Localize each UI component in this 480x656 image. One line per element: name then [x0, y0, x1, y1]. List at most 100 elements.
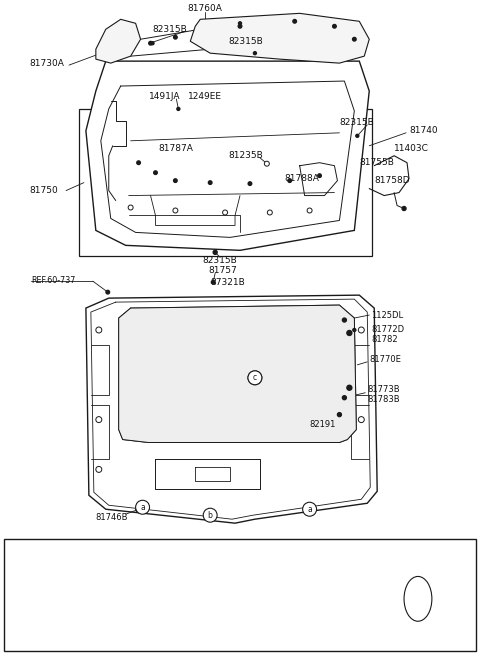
Circle shape [214, 251, 216, 254]
Text: 1125AD: 1125AD [19, 571, 47, 577]
Circle shape [279, 606, 285, 612]
Circle shape [176, 605, 179, 608]
Text: b: b [208, 511, 213, 520]
Circle shape [136, 501, 150, 514]
Polygon shape [96, 19, 141, 63]
Text: 81297: 81297 [382, 544, 410, 554]
Circle shape [201, 598, 207, 604]
Text: 1125DA: 1125DA [210, 596, 238, 602]
Text: 81782: 81782 [371, 335, 398, 344]
Circle shape [7, 542, 21, 556]
Text: 81758D: 81758D [374, 176, 410, 185]
Circle shape [353, 329, 356, 331]
Circle shape [347, 385, 352, 390]
Circle shape [172, 614, 182, 624]
Text: 81740: 81740 [409, 127, 438, 135]
Text: 81783B: 81783B [367, 395, 400, 404]
Circle shape [248, 182, 252, 186]
Polygon shape [86, 61, 369, 251]
Text: 1249EE: 1249EE [188, 92, 222, 102]
Circle shape [347, 331, 352, 335]
Circle shape [302, 502, 316, 516]
Circle shape [333, 24, 336, 28]
Circle shape [267, 210, 272, 215]
Text: 82191: 82191 [310, 420, 336, 429]
Text: 81788A: 81788A [285, 174, 320, 183]
Circle shape [36, 584, 43, 591]
Text: a: a [140, 502, 145, 512]
Circle shape [223, 210, 228, 215]
Text: 81230A: 81230A [131, 558, 158, 564]
Circle shape [337, 413, 341, 417]
Text: 11403C: 11403C [394, 144, 429, 154]
Circle shape [342, 318, 347, 322]
Circle shape [211, 280, 215, 284]
Circle shape [174, 179, 177, 182]
Circle shape [358, 327, 364, 333]
Text: 1491JA: 1491JA [148, 92, 180, 102]
Circle shape [302, 562, 309, 569]
Circle shape [40, 613, 47, 621]
Text: c: c [253, 373, 257, 382]
Text: 81755B: 81755B [360, 158, 394, 167]
Circle shape [96, 466, 102, 472]
Circle shape [208, 181, 212, 184]
Circle shape [151, 42, 154, 45]
Text: 81770E: 81770E [369, 356, 401, 364]
Circle shape [238, 24, 242, 28]
Circle shape [356, 134, 359, 137]
Circle shape [136, 506, 142, 512]
Text: 81750: 81750 [29, 186, 58, 195]
Text: 81773B: 81773B [367, 385, 400, 394]
Text: 82315B: 82315B [339, 118, 374, 127]
Text: 87321B: 87321B [210, 277, 245, 287]
Circle shape [402, 207, 406, 211]
Circle shape [213, 251, 217, 255]
Text: 1125AD: 1125AD [39, 601, 67, 607]
Circle shape [149, 41, 152, 45]
Circle shape [307, 208, 312, 213]
Polygon shape [190, 13, 369, 63]
Text: c: c [252, 544, 256, 554]
Text: 81787A: 81787A [158, 144, 193, 154]
Circle shape [106, 291, 109, 294]
Text: 1327AB: 1327AB [252, 569, 279, 575]
Circle shape [248, 371, 262, 385]
Polygon shape [86, 295, 377, 523]
Text: b: b [130, 544, 135, 554]
Circle shape [128, 205, 133, 210]
Circle shape [288, 179, 291, 182]
Polygon shape [119, 305, 356, 443]
Circle shape [253, 52, 256, 54]
Text: 81772D: 81772D [371, 325, 404, 335]
Text: 81730A: 81730A [29, 58, 64, 68]
Text: 81725D: 81725D [252, 596, 279, 602]
Text: 81739: 81739 [39, 556, 63, 565]
Text: 1125DL: 1125DL [371, 310, 403, 319]
Circle shape [176, 617, 179, 621]
Circle shape [352, 37, 356, 41]
Circle shape [173, 208, 178, 213]
Text: 82315B: 82315B [153, 25, 187, 33]
Text: 82315B: 82315B [228, 37, 263, 46]
Text: a: a [12, 544, 17, 554]
Text: 1339CC: 1339CC [252, 558, 279, 564]
Circle shape [96, 327, 102, 333]
Text: 81746B: 81746B [96, 513, 128, 522]
Text: 81456C: 81456C [131, 596, 157, 602]
Text: 81235B: 81235B [228, 152, 263, 160]
Circle shape [174, 35, 177, 39]
Circle shape [38, 586, 40, 589]
Text: 82315B: 82315B [202, 256, 237, 265]
Bar [79, 109, 372, 256]
Circle shape [264, 161, 269, 166]
Circle shape [342, 396, 347, 400]
Circle shape [154, 171, 157, 174]
Circle shape [203, 508, 217, 522]
Text: 81738C: 81738C [13, 630, 41, 637]
Text: a: a [307, 504, 312, 514]
Circle shape [137, 161, 140, 165]
Text: 81210A: 81210A [131, 609, 158, 615]
Circle shape [358, 417, 364, 422]
Circle shape [239, 22, 241, 25]
